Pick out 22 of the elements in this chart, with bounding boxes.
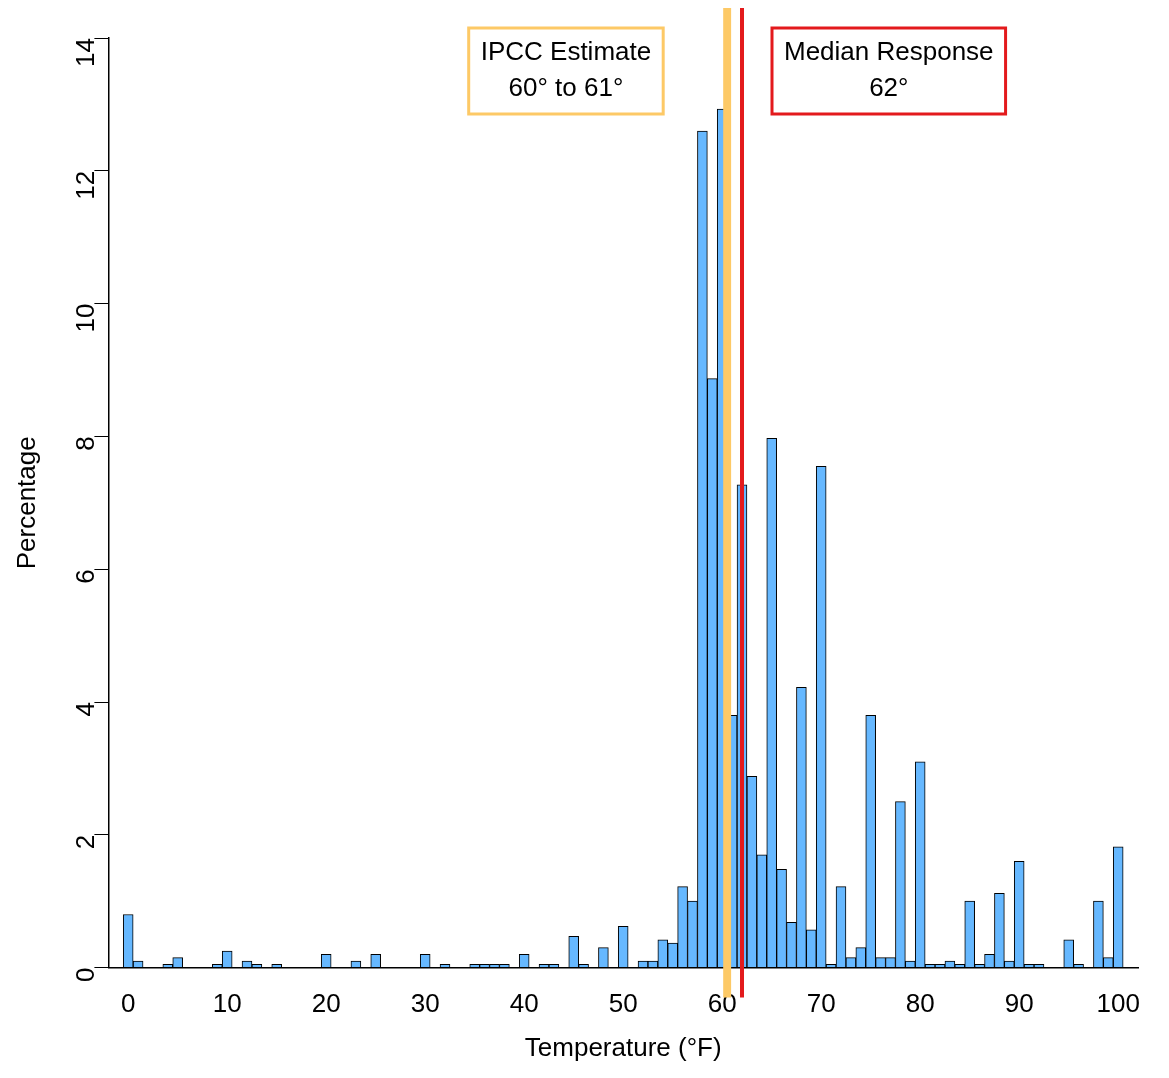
y-tick-label: 4 [69,702,100,717]
x-tick-label: 30 [410,988,440,1019]
band-label: IPCC Estimate 60° to 61° [480,36,652,103]
y-tick-label: 8 [69,436,100,451]
ref-line-label: Median Response 62° [784,36,994,103]
y-tick-label: 6 [69,569,100,584]
y-tick-label: 12 [69,170,100,200]
y-tick-label: 0 [69,967,100,983]
x-axis-title: Temperature (°F) [524,1031,722,1062]
y-tick-label: 10 [69,303,100,333]
y-tick-label: 14 [69,38,100,67]
y-tick-label: 2 [69,834,100,850]
x-tick-label: 80 [905,988,935,1019]
x-tick-label: 40 [509,988,539,1019]
x-tick-label: 50 [608,988,638,1019]
x-tick-label: 70 [806,988,836,1019]
x-tick-label: 100 [1096,988,1140,1019]
x-tick-label: 0 [120,988,136,1019]
x-tick-label: 90 [1004,988,1034,1019]
x-tick-label: 10 [212,988,242,1019]
x-tick-label: 20 [311,988,341,1019]
y-axis-title: Percentage [10,436,41,570]
